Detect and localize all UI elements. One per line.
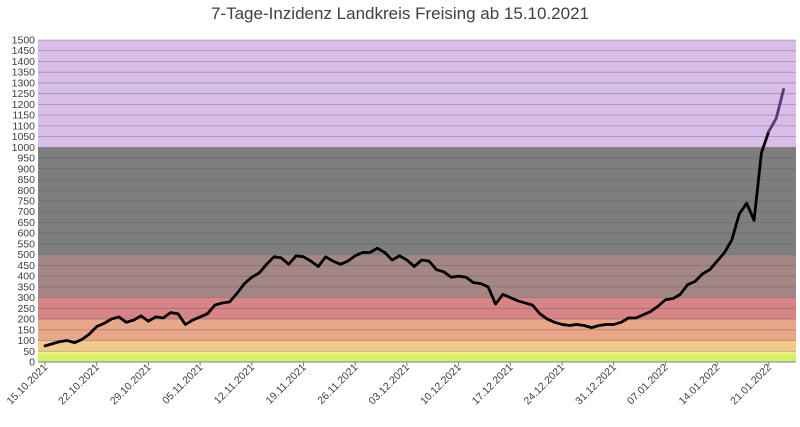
y-tick-label-30: 1500	[12, 35, 36, 47]
y-tick-label-19: 950	[17, 153, 35, 165]
x-tick-label-6: 26.11.2021	[315, 362, 360, 407]
chart-title: 7-Tage-Inzidenz Landkreis Freising ab 15…	[210, 4, 590, 23]
y-tick-label-10: 500	[17, 249, 35, 261]
x-tick-label-9: 17.12.2021	[470, 362, 516, 408]
y-tick-label-9: 450	[17, 260, 35, 272]
band-0	[38, 354, 796, 362]
y-tick-label-16: 800	[17, 185, 35, 197]
y-tick-label-8: 400	[17, 271, 35, 283]
y-tick-label-7: 350	[17, 281, 35, 293]
y-tick-label-0: 0	[29, 357, 35, 369]
y-tick-label-1: 50	[23, 346, 35, 358]
x-tick-label-14: 21.01.2022	[728, 362, 774, 408]
band-1	[38, 351, 796, 355]
y-tick-label-20: 1000	[12, 142, 36, 154]
x-tick-label-0: 15.10.2021	[4, 362, 50, 408]
y-tick-label-17: 850	[17, 174, 35, 186]
y-tick-label-28: 1400	[12, 56, 36, 68]
y-tick-label-2: 100	[17, 335, 35, 347]
y-tick-label-24: 1200	[12, 99, 36, 111]
y-tick-label-11: 550	[17, 238, 35, 250]
band-5	[38, 254, 796, 298]
y-tick-label-25: 1250	[12, 88, 36, 100]
x-tick-label-3: 05.11.2021	[160, 362, 205, 407]
x-tick-label-11: 31.12.2021	[573, 362, 619, 408]
y-tick-label-12: 600	[17, 228, 35, 240]
x-tick-label-8: 10.12.2021	[418, 362, 464, 408]
x-tick-label-1: 22.10.2021	[56, 362, 102, 408]
band-6	[38, 147, 796, 255]
y-tick-label-23: 1150	[12, 110, 35, 122]
y-tick-label-5: 250	[17, 303, 35, 315]
band-2	[38, 340, 796, 352]
y-tick-label-6: 300	[17, 292, 35, 304]
y-tick-label-14: 700	[17, 206, 35, 218]
x-tick-label-10: 24.12.2021	[521, 362, 567, 408]
y-tick-label-4: 200	[17, 314, 35, 326]
y-tick-label-18: 900	[17, 163, 35, 175]
y-tick-label-26: 1300	[12, 77, 36, 89]
y-tick-label-21: 1050	[12, 131, 36, 143]
y-tick-label-22: 1100	[12, 120, 35, 132]
y-tick-label-3: 150	[17, 324, 35, 336]
y-tick-label-27: 1350	[12, 67, 36, 79]
series-line	[43, 129, 771, 348]
x-tick-label-12: 07.01.2022	[625, 362, 671, 408]
band-7	[38, 40, 796, 148]
series-line-above-1000	[767, 87, 786, 133]
y-tick-label-15: 750	[17, 196, 35, 208]
y-tick-label-29: 1450	[12, 45, 36, 57]
y-tick-label-13: 650	[17, 217, 35, 229]
x-tick-label-4: 12.11.2021	[212, 362, 257, 407]
x-tick-label-2: 29.10.2021	[108, 362, 154, 408]
x-tick-label-7: 03.12.2021	[366, 362, 412, 408]
x-tick-label-13: 14.01.2022	[677, 362, 723, 408]
x-tick-label-5: 19.11.2021	[264, 362, 309, 407]
